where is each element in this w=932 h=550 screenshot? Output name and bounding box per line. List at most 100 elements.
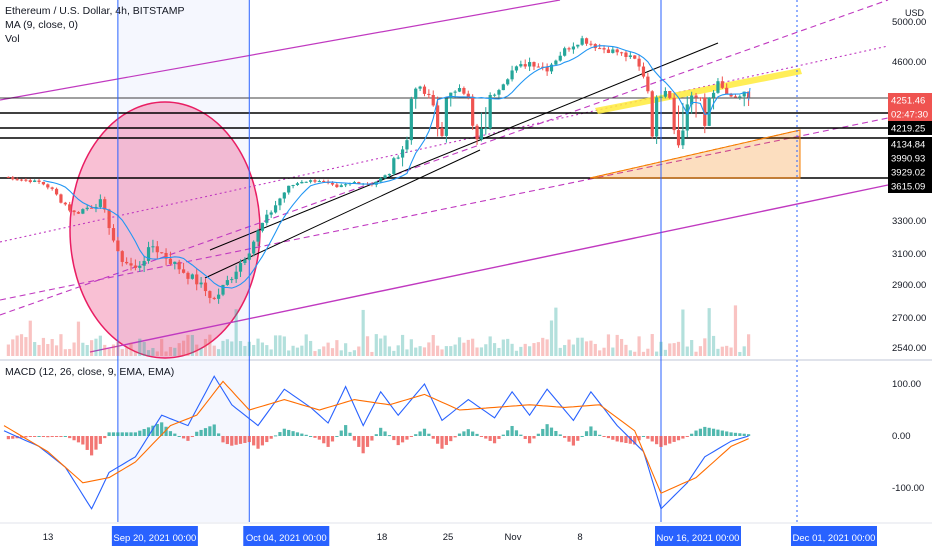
macd-histogram-bar <box>501 434 505 436</box>
volume-bar <box>352 350 356 356</box>
macd-histogram-bar <box>54 436 59 437</box>
volume-bar <box>177 343 181 356</box>
candle-body <box>317 181 321 183</box>
volume-bar <box>120 349 124 356</box>
macd-histogram-bar <box>37 436 41 437</box>
macd-histogram-bar <box>567 436 571 442</box>
volume-bar <box>427 342 431 356</box>
macd-histogram-bar <box>129 432 133 436</box>
volume-bar <box>199 348 203 356</box>
macd-histogram-bar <box>322 436 326 444</box>
macd-histogram-bar <box>142 429 146 436</box>
macd-histogram-bar <box>576 436 580 441</box>
volume-bar <box>230 341 234 356</box>
macd-histogram-bar <box>260 436 265 446</box>
volume-bar <box>418 346 422 356</box>
volume-bar <box>94 338 98 356</box>
macd-histogram-bar <box>24 436 28 438</box>
volume-bar <box>208 334 212 356</box>
volume-bar <box>449 346 453 356</box>
macd-histogram-bar <box>528 436 532 444</box>
candle-body <box>230 279 234 281</box>
macd-histogram-bar <box>278 432 282 436</box>
volume-bar <box>676 341 681 356</box>
volume-bar <box>400 334 405 356</box>
volume-bar <box>624 344 628 356</box>
macd-histogram-bar <box>681 436 685 439</box>
currency-label: USD <box>905 8 925 18</box>
macd-histogram-bar <box>659 436 663 447</box>
volume-bar <box>523 343 527 356</box>
price-tag-label: 4219.25 <box>891 124 925 135</box>
macd-histogram-bar <box>313 436 317 438</box>
volume-bar <box>269 349 273 356</box>
macd-histogram-bar <box>59 436 63 437</box>
price-tag-bg <box>888 137 932 151</box>
price-tick-label: 5000.00 <box>892 17 926 28</box>
candle-body <box>181 269 186 273</box>
macd-histogram-bar <box>304 434 308 436</box>
candle-body <box>300 181 304 184</box>
candle-body <box>155 246 159 253</box>
macd-histogram-bar <box>344 425 348 436</box>
candle-body <box>142 260 146 266</box>
macd-histogram-bar <box>383 431 387 436</box>
macd-histogram-bar <box>729 432 733 436</box>
macd-histogram-bar <box>462 431 466 436</box>
macd-histogram-bar <box>492 436 497 444</box>
macd-histogram-bar <box>457 433 462 436</box>
time-highlight-bg <box>791 526 877 546</box>
macd-histogram-bar <box>247 436 251 443</box>
macd-histogram-bar <box>558 434 562 436</box>
volume-bar <box>611 347 615 356</box>
macd-histogram-bar <box>120 432 124 436</box>
price-tag-label: 3990.93 <box>891 154 925 165</box>
volume-bar <box>247 341 251 356</box>
volume-bar <box>50 339 54 356</box>
main-pane-bg <box>0 0 888 358</box>
candle-body <box>497 90 501 95</box>
trend-line-upper <box>209 42 719 251</box>
candle-body <box>72 210 76 213</box>
candle-body <box>195 274 199 285</box>
macd-histogram-bar <box>199 429 203 436</box>
macd-histogram-bar <box>68 436 72 439</box>
candle-body <box>339 185 343 188</box>
volume-bar <box>711 335 716 356</box>
macd-histogram-bar <box>317 436 321 440</box>
volume-bar <box>519 346 523 356</box>
macd-histogram-bar <box>133 432 137 436</box>
candle-body <box>685 104 689 131</box>
candle-body <box>63 202 67 205</box>
candle-body <box>637 58 641 67</box>
volume-bar <box>111 344 116 356</box>
macd-histogram-bar <box>725 431 729 436</box>
candle-body <box>633 55 637 59</box>
volume-bar <box>422 347 427 356</box>
macd-histogram-bar <box>720 430 724 436</box>
volume-bar <box>335 340 339 356</box>
candle-body <box>199 282 203 285</box>
volume-bar <box>593 343 597 356</box>
macd-histogram-bar <box>125 432 129 436</box>
volume-bar <box>190 334 194 356</box>
candle-body <box>733 96 738 98</box>
volume-bar <box>168 346 173 356</box>
volume-bar <box>694 351 698 356</box>
volume-bar <box>155 351 159 356</box>
macd-histogram-bar <box>177 436 181 437</box>
candle-body <box>133 265 137 268</box>
macd-tick-label: 0.00 <box>892 431 911 442</box>
candle-body <box>492 94 497 96</box>
macd-histogram-bar <box>598 434 602 436</box>
volume-bar <box>488 336 492 356</box>
candle-body <box>405 140 409 150</box>
volume-bar <box>576 337 580 356</box>
volume-bar <box>462 342 466 356</box>
volume-bar <box>471 338 475 356</box>
volume-bar <box>221 340 225 356</box>
volume-bar <box>15 335 19 356</box>
macd-histogram-bar <box>19 436 24 438</box>
macd-histogram-bar <box>41 436 46 437</box>
